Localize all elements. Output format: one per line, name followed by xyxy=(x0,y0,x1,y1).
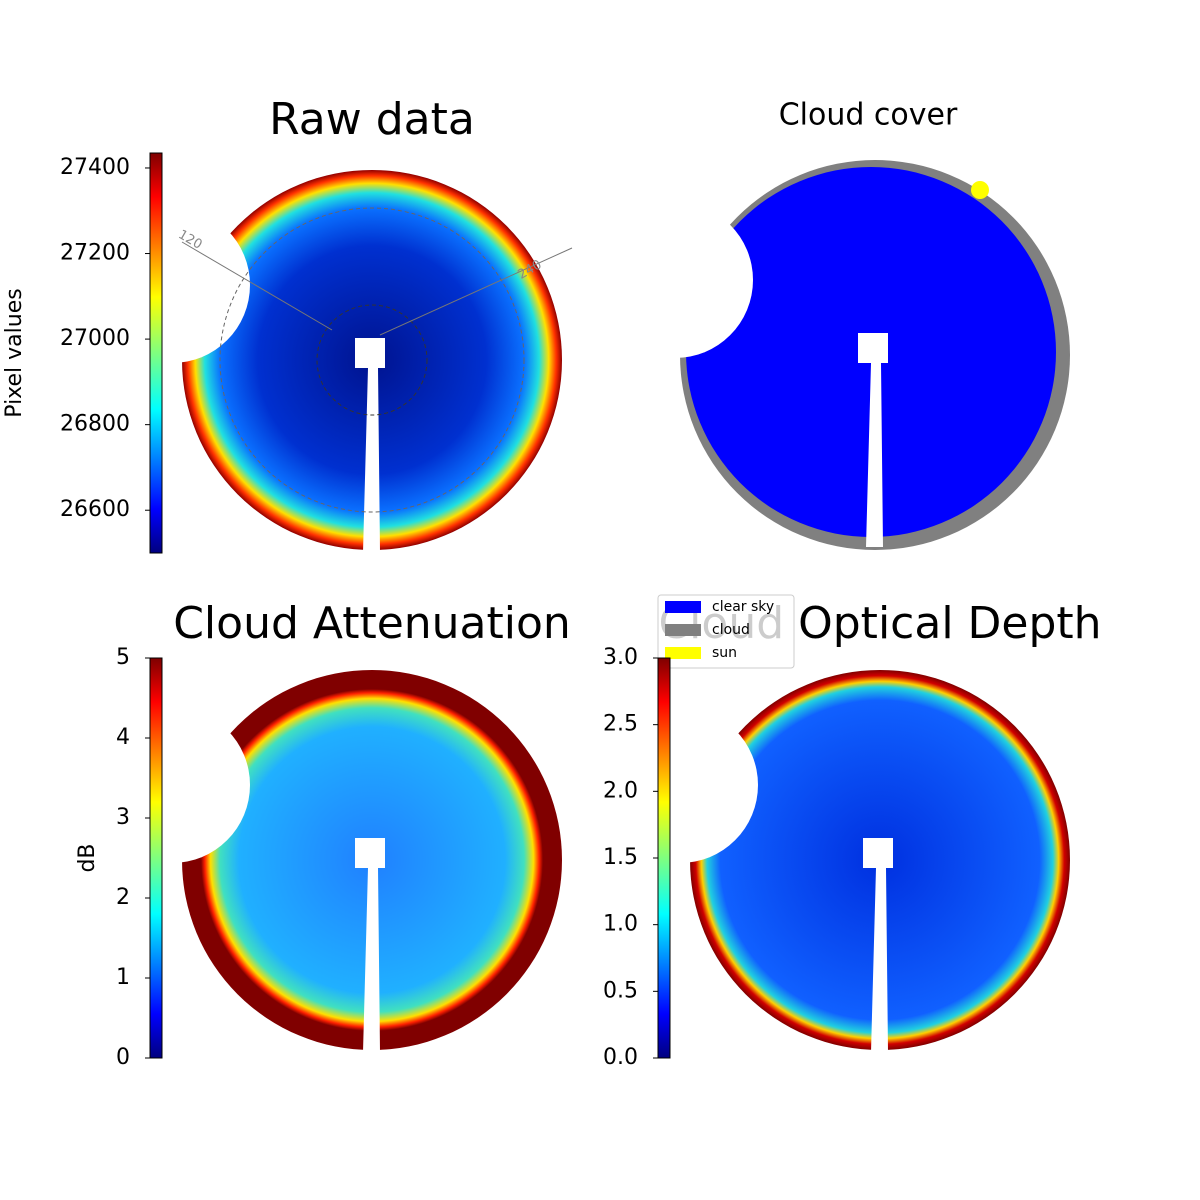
colorbar-tick-label: 5 xyxy=(116,645,130,670)
sky-image xyxy=(94,670,562,1052)
colorbar-tick-label: 4 xyxy=(116,725,130,750)
colorbar-tick-label: 1.0 xyxy=(603,912,638,937)
colorbar xyxy=(149,152,163,554)
panel-title: Raw data xyxy=(269,94,475,145)
colorbar-tick-label: 1 xyxy=(116,965,130,990)
colorbar-label: dB xyxy=(75,843,100,872)
colorbar-tick-label: 3.0 xyxy=(603,645,638,670)
colorbar-tick-label: 26800 xyxy=(60,412,130,437)
panel-title: Cloud Attenuation xyxy=(173,598,571,649)
colorbar-tick-label: 2.5 xyxy=(603,712,638,737)
colorbar-tick-label: 0.0 xyxy=(603,1045,638,1070)
colorbar-tick-label: 2.0 xyxy=(603,778,638,803)
legend-swatch xyxy=(665,601,701,613)
colorbar-label: Pixel values xyxy=(2,288,27,417)
legend-label: cloud xyxy=(712,622,750,638)
legend-swatch xyxy=(665,647,701,659)
colorbar-tick-label: 0 xyxy=(116,1045,130,1070)
colorbar-tick-label: 0.5 xyxy=(603,978,638,1003)
colorbar xyxy=(657,657,671,1059)
legend-swatch xyxy=(665,624,701,636)
colorbar-tick-label: 27200 xyxy=(60,241,130,266)
colorbar-tick-label: 2 xyxy=(116,885,130,910)
legend: clear sky cloud sun xyxy=(657,594,795,669)
legend-label: clear sky xyxy=(712,599,774,615)
colorbar-tick-label: 27000 xyxy=(60,326,130,351)
colorbar-tick-label: 1.5 xyxy=(603,845,638,870)
sky-image xyxy=(602,670,1070,1052)
colorbar xyxy=(149,657,163,1059)
sky-image xyxy=(94,170,573,552)
colorbar-tick-label: 26600 xyxy=(60,497,130,522)
colorbar-tick-label: 27400 xyxy=(60,155,130,180)
legend-label: sun xyxy=(712,645,737,661)
colorbar-tick-label: 3 xyxy=(116,805,130,830)
panel-title: Cloud cover xyxy=(779,98,958,133)
sky-image xyxy=(597,160,1070,550)
